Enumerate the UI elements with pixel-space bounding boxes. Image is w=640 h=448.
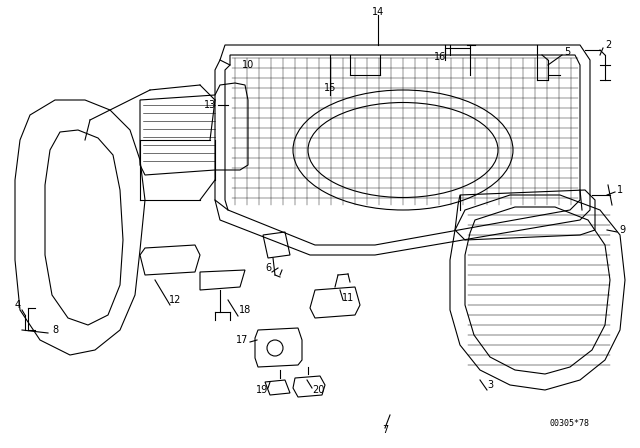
Text: 14: 14	[372, 7, 384, 17]
Text: 1: 1	[617, 185, 623, 195]
Text: 4: 4	[15, 300, 21, 310]
Text: 16: 16	[434, 52, 446, 62]
Text: 5: 5	[564, 47, 570, 57]
Text: 20: 20	[312, 385, 324, 395]
Text: 9: 9	[619, 225, 625, 235]
Text: 17: 17	[236, 335, 248, 345]
Text: 15: 15	[324, 83, 336, 93]
Text: 13: 13	[204, 100, 216, 110]
Text: 3: 3	[487, 380, 493, 390]
Text: 7: 7	[382, 425, 388, 435]
Text: 12: 12	[169, 295, 181, 305]
Text: 00305*78: 00305*78	[550, 419, 590, 428]
Text: 2: 2	[605, 40, 611, 50]
Text: 10: 10	[242, 60, 254, 70]
Text: 11: 11	[342, 293, 354, 303]
Ellipse shape	[310, 105, 495, 195]
Text: 19: 19	[256, 385, 268, 395]
Text: 18: 18	[239, 305, 251, 315]
Text: 6: 6	[265, 263, 271, 273]
Text: 8: 8	[52, 325, 58, 335]
